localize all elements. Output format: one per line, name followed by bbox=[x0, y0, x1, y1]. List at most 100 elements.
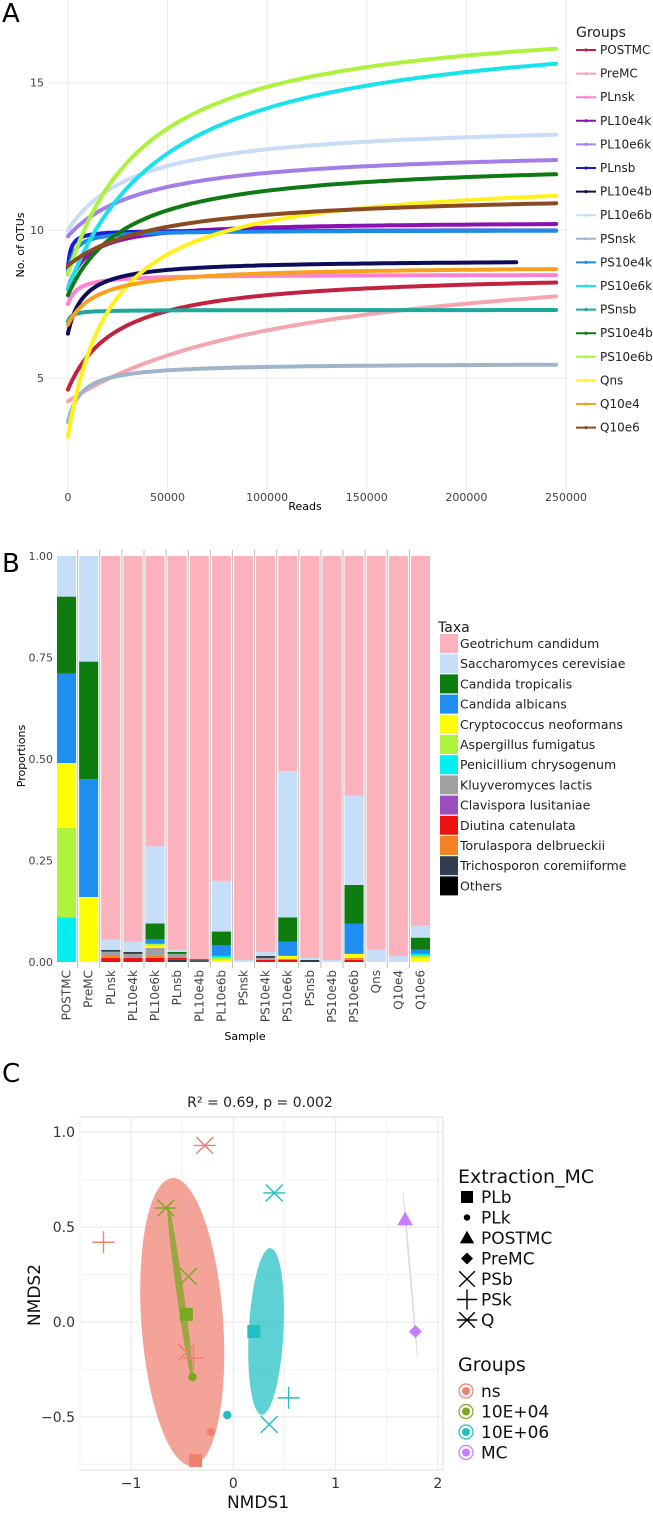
bar-segment-pl10e4k-diutina-catenulata bbox=[123, 957, 143, 962]
legend-group-label-mc: MC bbox=[481, 1444, 508, 1464]
bar-segment-postmc-candida-albicans bbox=[57, 673, 77, 763]
series-line-pl10e4b bbox=[65, 260, 519, 336]
x-tick-ps10e4b: PS10e4b bbox=[325, 970, 339, 1023]
bar-segment-premc-candida-albicans bbox=[79, 779, 99, 897]
legend-dot-pl10e4b bbox=[584, 190, 588, 194]
x-tick-label: 50000 bbox=[150, 491, 185, 504]
legend-swatch-diutina-catenulata bbox=[440, 815, 458, 835]
taxa-legend-title: Taxa bbox=[437, 620, 470, 636]
x-tick-psnsk: PSnsk bbox=[237, 970, 251, 1006]
legend-label-pl10e6k: PL10e6k bbox=[600, 137, 651, 151]
series-line-qns bbox=[65, 193, 559, 439]
bar-segment-postmc-candida-tropicalis bbox=[57, 596, 77, 674]
y-tick-label: 0.25 bbox=[29, 855, 54, 868]
legend-label-ps10e6b: PS10e6b bbox=[600, 350, 653, 364]
bar-segment-q10e6-candida-tropicalis bbox=[410, 937, 430, 950]
legend-swatch-saccharomyces-cerevisiae bbox=[440, 654, 458, 674]
bar-segment-postmc-saccharomyces-cerevisiae bbox=[57, 556, 77, 597]
series-line-pl10e6k bbox=[65, 158, 559, 239]
bar-segment-plnsk-torulaspora-delbrueckii bbox=[101, 955, 121, 958]
point-x-10e-04 bbox=[179, 1267, 198, 1286]
bar-segment-qns-geotrichum-candidum bbox=[366, 556, 386, 950]
y-tick-label: −0.5 bbox=[41, 1410, 75, 1426]
bar-segment-premc-candida-tropicalis bbox=[79, 661, 99, 780]
legend-dot-pl10e4k bbox=[584, 119, 588, 123]
bar-segment-plnsb-geotrichum-candidum bbox=[167, 556, 187, 950]
point-asterisk-10e-04 bbox=[154, 1199, 177, 1218]
taxa-stacked-bars bbox=[57, 550, 430, 968]
series-line-q10e6 bbox=[65, 201, 559, 268]
legend-shape-label-psk: PSk bbox=[481, 1291, 512, 1311]
legend-label-premc: PreMC bbox=[600, 67, 638, 81]
bar-segment-ps10e6b-candida-tropicalis bbox=[344, 884, 364, 924]
x-tick-psnsb: PSnsb bbox=[303, 970, 317, 1006]
legend-label-psnsk: PSnsk bbox=[600, 232, 636, 246]
x-tick-plnsk: PLnsk bbox=[104, 970, 118, 1005]
series-line-q10e4 bbox=[65, 267, 559, 327]
bar-segment-q10e4-saccharomyces-cerevisiae bbox=[388, 955, 408, 962]
legend-label-candida-tropicalis: Candida tropicalis bbox=[460, 676, 572, 691]
y-tick-label: 1.0 bbox=[53, 1125, 75, 1141]
legend-shape-psb bbox=[458, 1270, 476, 1288]
bar-segment-ps10e6k-candida-albicans bbox=[278, 941, 298, 956]
nmds-x-axis-title: NMDS1 bbox=[227, 1493, 289, 1513]
legend-label-others: Others bbox=[460, 878, 502, 893]
rarefaction-plot-area bbox=[48, 0, 570, 490]
taxa-legend: Geotrichum candidum Saccharomyces cerevis… bbox=[440, 634, 627, 896]
bar-segment-postmc-aspergillus-fumigatus bbox=[57, 828, 77, 918]
bar-segment-psnsb-trichosporon-coremiiforme bbox=[300, 960, 320, 962]
legend-shape-label-psb: PSb bbox=[481, 1270, 513, 1290]
x-tick-label: 0 bbox=[229, 1476, 238, 1492]
rarefaction-ticks: 0 50000 100000 150000 200000 250000 5 10 15 bbox=[30, 77, 587, 504]
x-tick-pl10e6b: PL10e6b bbox=[214, 970, 228, 1022]
bar-segment-ps10e4b-geotrichum-candidum bbox=[322, 556, 342, 960]
legend-label-pl10e4b: PL10e4b bbox=[600, 185, 652, 199]
legend-label-clavispora-lusitaniae: Clavispora lusitaniae bbox=[460, 798, 591, 813]
series-line-pl10e6b bbox=[65, 132, 559, 233]
x-tick-label: 250000 bbox=[545, 491, 587, 504]
bar-segment-q10e6-penicillium-chrysogenum bbox=[410, 953, 430, 956]
legend-swatch-candida-tropicalis bbox=[440, 674, 458, 694]
nmds-title: R² = 0.69, p = 0.002 bbox=[187, 1095, 333, 1111]
bar-segment-ps10e4b-saccharomyces-cerevisiae bbox=[322, 960, 342, 962]
x-tick-plnsb: PLnsb bbox=[170, 970, 184, 1005]
legend-shape-postmc bbox=[459, 1230, 475, 1244]
y-tick-label: 0.75 bbox=[29, 652, 54, 665]
legend-label-q10e6: Q10e6 bbox=[600, 421, 640, 435]
legend-label-torulaspora-delbrueckii: Torulaspora delbrueckii bbox=[459, 838, 605, 853]
y-tick-label: 0.50 bbox=[29, 753, 54, 766]
taxa-x-axis-title: Sample bbox=[224, 1030, 265, 1043]
legend-group-label-10e-06: 10E+06 bbox=[481, 1423, 549, 1443]
ellipse-mc bbox=[402, 1190, 419, 1359]
bar-segment-ps10e6k-torulaspora-delbrueckii bbox=[278, 958, 298, 960]
x-tick-label: 100000 bbox=[246, 491, 288, 504]
legend-label-kluyveromyces-lactis: Kluyveromyces lactis bbox=[460, 777, 592, 792]
bar-segment-premc-saccharomyces-cerevisiae bbox=[79, 556, 99, 662]
bar-segment-pl10e4b-geotrichum-candidum bbox=[189, 556, 209, 960]
y-tick-label: 5 bbox=[37, 372, 44, 385]
legend-dot-ps10e4b bbox=[584, 331, 588, 335]
point-asterisk-10e-06 bbox=[263, 1183, 286, 1202]
legend-label-qns: Qns bbox=[600, 373, 623, 387]
bar-segment-ps10e6k-geotrichum-candidum bbox=[278, 556, 298, 772]
legend-dot-qns bbox=[584, 378, 588, 382]
point-circle-ns bbox=[206, 1427, 216, 1437]
bar-segment-ps10e6k-saccharomyces-cerevisiae bbox=[278, 771, 298, 918]
bar-segment-plnsb-diutina-catenulata bbox=[167, 957, 187, 960]
legend-swatch-others bbox=[440, 876, 458, 896]
legend-label-trichosporon-coremiiforme: Trichosporon coremiiforme bbox=[459, 858, 627, 873]
bar-segment-ps10e4k-geotrichum-candidum bbox=[256, 556, 276, 952]
bar-segment-pl10e6k-kluyveromyces-lactis bbox=[145, 947, 165, 956]
rarefaction-chart: 0 50000 100000 150000 200000 250000 5 10 15 Read… bbox=[14, 0, 653, 513]
bar-segment-q10e6-candida-albicans bbox=[410, 949, 430, 954]
legend-dot-ps10e6b bbox=[584, 355, 588, 359]
legend-shape-plk bbox=[463, 1214, 471, 1221]
panel-letter-a: A bbox=[2, 0, 20, 29]
legend-dot-plnsb bbox=[584, 166, 588, 170]
x-tick-ps10e6b: PS10e6b bbox=[347, 970, 361, 1023]
legend-dot-ps10e4k bbox=[584, 260, 588, 264]
point-square-ns bbox=[189, 1454, 203, 1468]
legend-label-candida-albicans: Candida albicans bbox=[460, 697, 567, 712]
legend-swatch-cryptococcus-neoformans bbox=[440, 714, 458, 734]
legend-label-pl10e4k: PL10e4k bbox=[600, 114, 651, 128]
